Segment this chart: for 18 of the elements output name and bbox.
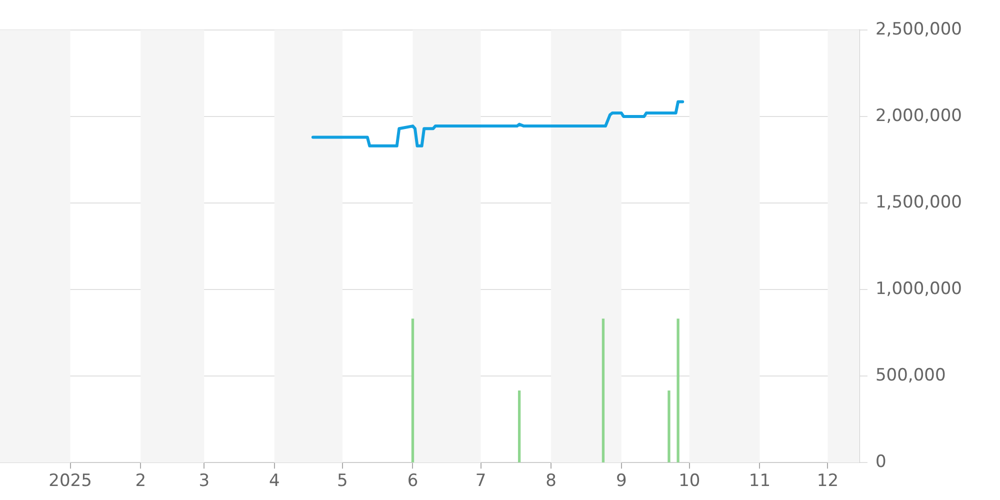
x-tick-label: 5	[337, 471, 348, 492]
x-tick-label: 3	[198, 471, 210, 492]
x-tick-label: 2025	[48, 471, 92, 492]
y-tick-label: 0	[875, 452, 886, 472]
y-tick-label: 1,000,000	[875, 278, 962, 299]
y-tick-label: 500,000	[875, 366, 946, 386]
x-tick-label: 11	[748, 471, 771, 492]
x-tick-label: 4	[268, 471, 280, 492]
x-tick-label: 7	[475, 471, 486, 492]
x-tick-label: 2	[135, 471, 146, 492]
x-tick-label: 10	[678, 471, 700, 492]
x-tick-label: 8	[546, 471, 556, 492]
y-tick-label: 1,500,000	[875, 192, 962, 212]
y-tick-label: 2,000,000	[875, 106, 962, 126]
x-tick-label: 6	[407, 471, 418, 492]
x-tick-label: 9	[616, 471, 627, 492]
x-tick-label: 12	[816, 471, 839, 492]
y-tick-label: 2,500,000	[875, 19, 962, 40]
